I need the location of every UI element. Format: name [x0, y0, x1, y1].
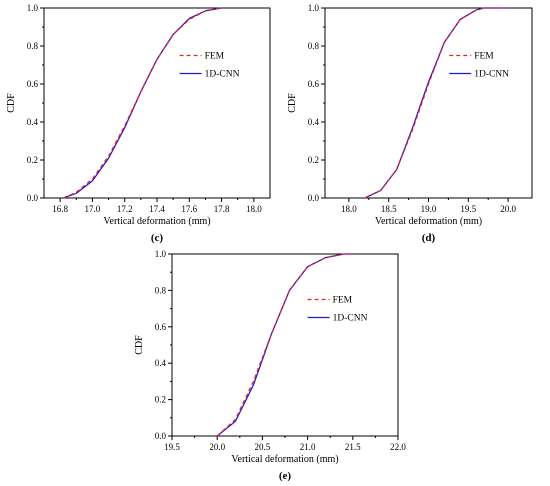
- panel-2-y-tick-label: 0.4: [308, 117, 320, 127]
- panel-2-legend-fem-label: FEM: [474, 52, 494, 62]
- panel-1-y-axis-label: CDF: [6, 93, 17, 113]
- panel-1-y-tick-label: 0.6: [27, 79, 39, 89]
- panel-1-x-tick-label: 17.6: [181, 204, 197, 214]
- panel-3-legend-fem-label: FEM: [333, 296, 353, 306]
- panel-1-series-1d-cnn-line: [63, 7, 222, 199]
- panel-2-y-tick-label: 0.6: [308, 79, 320, 89]
- panel-1-x-tick-label: 17.0: [85, 204, 101, 214]
- panel-2-x-tick-label: 20.0: [500, 204, 516, 214]
- panel-2-y-tick-label: 0.2: [308, 155, 319, 165]
- panel-1-panel-label: (c): [151, 232, 164, 244]
- panel-3-x-tick-label: 19.5: [164, 442, 180, 452]
- panel-1-frame: [43, 7, 271, 199]
- panel-1: 16.8 17.0 17.2 17.4 17.6 17.8 18.0 0.0 0.2 0.4 0.6…: [6, 3, 271, 244]
- panel-2-x-axis-label: Vertical deformation (mm): [375, 216, 482, 227]
- panel-3-y-tick-label: 1.0: [155, 249, 167, 259]
- panel-1-x-tick-label: 17.4: [149, 204, 165, 214]
- panel-2-y-tick-label: 1.0: [308, 3, 320, 13]
- panel-2-x-tick-label: 19.0: [421, 204, 437, 214]
- panel-3-x-tick-label: 20.5: [255, 442, 271, 452]
- panel-2: 18.0 18.5 19.0 19.5 20.0 0.0 0.2 0.4 0.6 0.8 1.0 Ve…: [287, 3, 533, 244]
- panel-2-x-tick-label: 18.0: [341, 204, 357, 214]
- panel-1-y-tick-label: 0.0: [27, 193, 39, 203]
- panel-2-series-fem-line: [364, 7, 509, 199]
- panel-1-x-axis-label: Vertical deformation (mm): [103, 216, 210, 227]
- panel-3-x-tick-label: 20.0: [209, 442, 225, 452]
- panel-2-x-tick-label: 19.5: [460, 204, 476, 214]
- panel-2-y-tick-label: 0.0: [308, 193, 320, 203]
- panel-1-y-tick-label: 0.2: [27, 155, 38, 165]
- panel-3-x-tick-label: 22.0: [390, 442, 406, 452]
- panel-1-y-tick-label: 1.0: [27, 3, 39, 13]
- panel-1-series-fem-line: [63, 7, 222, 199]
- panel-3-frame: [171, 253, 399, 437]
- panel-2-y-tick-label: 0.8: [308, 41, 320, 51]
- panel-1-y-tick-label: 0.8: [27, 41, 39, 51]
- panel-3-x-tick-label: 21.5: [345, 442, 361, 452]
- panel-3: 19.5 20.0 20.5 21.0 21.5 22.0 0.0 0.2 0.4 0.6 0.8 1…: [134, 249, 406, 482]
- panel-3-series-1d-cnn-line: [216, 253, 353, 437]
- panel-1-x-tick-label: 16.8: [52, 204, 68, 214]
- panel-1-x-tick-label: 17.8: [214, 204, 230, 214]
- panel-3-y-axis-label: CDF: [134, 335, 145, 355]
- panel-2-legend-1d-cnn-label: 1D-CNN: [474, 70, 509, 80]
- panel-3-y-tick-label: 0.0: [155, 431, 167, 441]
- panel-3-panel-label: (e): [279, 470, 292, 482]
- panel-3-series-fem-line: [216, 253, 353, 437]
- panel-2-x-tick-label: 18.5: [381, 204, 397, 214]
- panel-3-x-tick-label: 21.0: [300, 442, 316, 452]
- panel-1-x-tick-label: 18.0: [246, 204, 262, 214]
- panel-2-y-axis-label: CDF: [287, 93, 298, 113]
- panel-1-y-tick-label: 0.4: [27, 117, 39, 127]
- panel-2-frame: [324, 7, 533, 199]
- panel-1-legend-fem-label: FEM: [205, 52, 225, 62]
- panel-3-y-tick-label: 0.2: [155, 395, 166, 405]
- panel-3-legend-1d-cnn-label: 1D-CNN: [333, 314, 368, 324]
- panel-1-legend-1d-cnn-label: 1D-CNN: [205, 70, 240, 80]
- panel-3-y-tick-label: 0.8: [155, 285, 167, 295]
- panel-2-panel-label: (d): [422, 232, 436, 244]
- panel-2-series-1d-cnn-line: [364, 7, 509, 199]
- panel-3-x-axis-label: Vertical deformation (mm): [231, 454, 338, 465]
- panel-3-y-tick-label: 0.6: [155, 322, 167, 332]
- panel-1-x-tick-label: 17.2: [117, 204, 133, 214]
- panel-3-y-tick-label: 0.4: [155, 358, 167, 368]
